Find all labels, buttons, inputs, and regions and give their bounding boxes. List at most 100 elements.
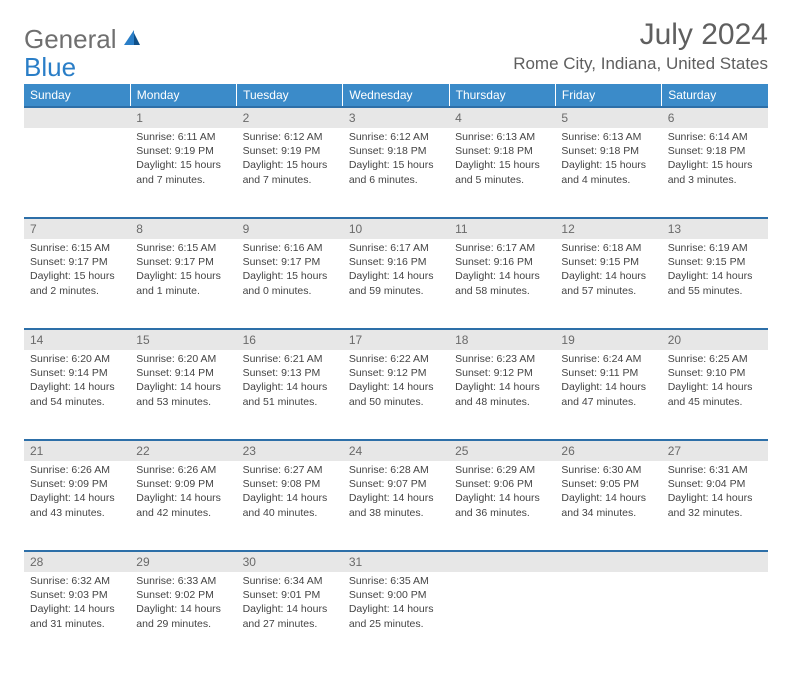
cell-line-day2: and 34 minutes. <box>561 506 655 520</box>
day-cell: Sunrise: 6:24 AMSunset: 9:11 PMDaylight:… <box>555 350 661 440</box>
cell-line-day1: Daylight: 15 hours <box>243 269 337 283</box>
cell-line-day1: Daylight: 15 hours <box>136 158 230 172</box>
day-cell: Sunrise: 6:11 AMSunset: 9:19 PMDaylight:… <box>130 128 236 218</box>
day-header: Wednesday <box>343 84 449 107</box>
day-number: 26 <box>555 440 661 461</box>
day-number: 6 <box>662 107 768 128</box>
day-cell: Sunrise: 6:26 AMSunset: 9:09 PMDaylight:… <box>130 461 236 551</box>
day-cell: Sunrise: 6:29 AMSunset: 9:06 PMDaylight:… <box>449 461 555 551</box>
cell-line-sunrise: Sunrise: 6:13 AM <box>455 130 549 144</box>
day-number: 13 <box>662 218 768 239</box>
brand-logo: General <box>24 24 143 55</box>
cell-line-sunrise: Sunrise: 6:21 AM <box>243 352 337 366</box>
day-number: 12 <box>555 218 661 239</box>
day-cell: Sunrise: 6:28 AMSunset: 9:07 PMDaylight:… <box>343 461 449 551</box>
day-content-row: Sunrise: 6:32 AMSunset: 9:03 PMDaylight:… <box>24 572 768 662</box>
cell-line-day2: and 4 minutes. <box>561 173 655 187</box>
day-cell: Sunrise: 6:23 AMSunset: 9:12 PMDaylight:… <box>449 350 555 440</box>
cell-line-sunset: Sunset: 9:13 PM <box>243 366 337 380</box>
cell-line-sunset: Sunset: 9:10 PM <box>668 366 762 380</box>
day-cell <box>662 572 768 662</box>
day-number: 18 <box>449 329 555 350</box>
day-cell: Sunrise: 6:16 AMSunset: 9:17 PMDaylight:… <box>237 239 343 329</box>
cell-line-sunset: Sunset: 9:07 PM <box>349 477 443 491</box>
cell-line-sunrise: Sunrise: 6:18 AM <box>561 241 655 255</box>
day-number: 31 <box>343 551 449 572</box>
cell-line-day2: and 42 minutes. <box>136 506 230 520</box>
day-number: 22 <box>130 440 236 461</box>
day-number: 14 <box>24 329 130 350</box>
cell-line-sunset: Sunset: 9:19 PM <box>136 144 230 158</box>
day-number: 7 <box>24 218 130 239</box>
day-cell: Sunrise: 6:27 AMSunset: 9:08 PMDaylight:… <box>237 461 343 551</box>
cell-line-day1: Daylight: 14 hours <box>136 602 230 616</box>
cell-line-sunset: Sunset: 9:16 PM <box>455 255 549 269</box>
day-cell: Sunrise: 6:34 AMSunset: 9:01 PMDaylight:… <box>237 572 343 662</box>
cell-line-day2: and 3 minutes. <box>668 173 762 187</box>
cell-line-day2: and 0 minutes. <box>243 284 337 298</box>
sail-icon <box>121 28 141 53</box>
day-cell: Sunrise: 6:25 AMSunset: 9:10 PMDaylight:… <box>662 350 768 440</box>
cell-line-day1: Daylight: 14 hours <box>136 491 230 505</box>
cell-line-sunset: Sunset: 9:09 PM <box>136 477 230 491</box>
day-cell: Sunrise: 6:18 AMSunset: 9:15 PMDaylight:… <box>555 239 661 329</box>
cell-line-day1: Daylight: 14 hours <box>349 602 443 616</box>
day-number: 19 <box>555 329 661 350</box>
cell-line-sunrise: Sunrise: 6:26 AM <box>136 463 230 477</box>
day-content-row: Sunrise: 6:26 AMSunset: 9:09 PMDaylight:… <box>24 461 768 551</box>
cell-line-day2: and 47 minutes. <box>561 395 655 409</box>
day-number-row: 123456 <box>24 107 768 128</box>
cell-line-day1: Daylight: 14 hours <box>668 491 762 505</box>
cell-line-sunset: Sunset: 9:18 PM <box>668 144 762 158</box>
day-cell: Sunrise: 6:19 AMSunset: 9:15 PMDaylight:… <box>662 239 768 329</box>
day-cell: Sunrise: 6:33 AMSunset: 9:02 PMDaylight:… <box>130 572 236 662</box>
cell-line-sunset: Sunset: 9:18 PM <box>561 144 655 158</box>
day-number: 3 <box>343 107 449 128</box>
day-cell: Sunrise: 6:21 AMSunset: 9:13 PMDaylight:… <box>237 350 343 440</box>
day-number <box>662 551 768 572</box>
cell-line-sunset: Sunset: 9:11 PM <box>561 366 655 380</box>
day-number: 5 <box>555 107 661 128</box>
day-number: 9 <box>237 218 343 239</box>
cell-line-day1: Daylight: 14 hours <box>561 380 655 394</box>
day-cell: Sunrise: 6:15 AMSunset: 9:17 PMDaylight:… <box>130 239 236 329</box>
cell-line-sunset: Sunset: 9:12 PM <box>349 366 443 380</box>
cell-line-sunset: Sunset: 9:18 PM <box>349 144 443 158</box>
day-number-row: 28293031 <box>24 551 768 572</box>
cell-line-day2: and 7 minutes. <box>136 173 230 187</box>
day-cell: Sunrise: 6:26 AMSunset: 9:09 PMDaylight:… <box>24 461 130 551</box>
cell-line-sunrise: Sunrise: 6:24 AM <box>561 352 655 366</box>
cell-line-sunrise: Sunrise: 6:15 AM <box>136 241 230 255</box>
day-number-row: 21222324252627 <box>24 440 768 461</box>
cell-line-sunrise: Sunrise: 6:29 AM <box>455 463 549 477</box>
cell-line-day1: Daylight: 14 hours <box>30 380 124 394</box>
cell-line-day2: and 2 minutes. <box>30 284 124 298</box>
day-cell: Sunrise: 6:17 AMSunset: 9:16 PMDaylight:… <box>343 239 449 329</box>
day-cell: Sunrise: 6:13 AMSunset: 9:18 PMDaylight:… <box>449 128 555 218</box>
cell-line-day2: and 40 minutes. <box>243 506 337 520</box>
cell-line-sunrise: Sunrise: 6:30 AM <box>561 463 655 477</box>
day-cell: Sunrise: 6:15 AMSunset: 9:17 PMDaylight:… <box>24 239 130 329</box>
day-header: Thursday <box>449 84 555 107</box>
cell-line-day1: Daylight: 15 hours <box>668 158 762 172</box>
title-block: July 2024 Rome City, Indiana, United Sta… <box>513 18 768 74</box>
cell-line-sunrise: Sunrise: 6:14 AM <box>668 130 762 144</box>
day-number <box>449 551 555 572</box>
cell-line-sunrise: Sunrise: 6:15 AM <box>30 241 124 255</box>
cell-line-sunrise: Sunrise: 6:25 AM <box>668 352 762 366</box>
cell-line-day2: and 53 minutes. <box>136 395 230 409</box>
cell-line-day1: Daylight: 14 hours <box>243 491 337 505</box>
cell-line-day1: Daylight: 14 hours <box>349 491 443 505</box>
cell-line-sunset: Sunset: 9:12 PM <box>455 366 549 380</box>
day-cell: Sunrise: 6:31 AMSunset: 9:04 PMDaylight:… <box>662 461 768 551</box>
cell-line-sunrise: Sunrise: 6:22 AM <box>349 352 443 366</box>
day-cell: Sunrise: 6:13 AMSunset: 9:18 PMDaylight:… <box>555 128 661 218</box>
cell-line-sunrise: Sunrise: 6:27 AM <box>243 463 337 477</box>
cell-line-sunrise: Sunrise: 6:34 AM <box>243 574 337 588</box>
cell-line-sunset: Sunset: 9:04 PM <box>668 477 762 491</box>
day-number: 23 <box>237 440 343 461</box>
cell-line-day1: Daylight: 14 hours <box>243 602 337 616</box>
cell-line-day2: and 32 minutes. <box>668 506 762 520</box>
day-cell: Sunrise: 6:30 AMSunset: 9:05 PMDaylight:… <box>555 461 661 551</box>
cell-line-sunrise: Sunrise: 6:33 AM <box>136 574 230 588</box>
